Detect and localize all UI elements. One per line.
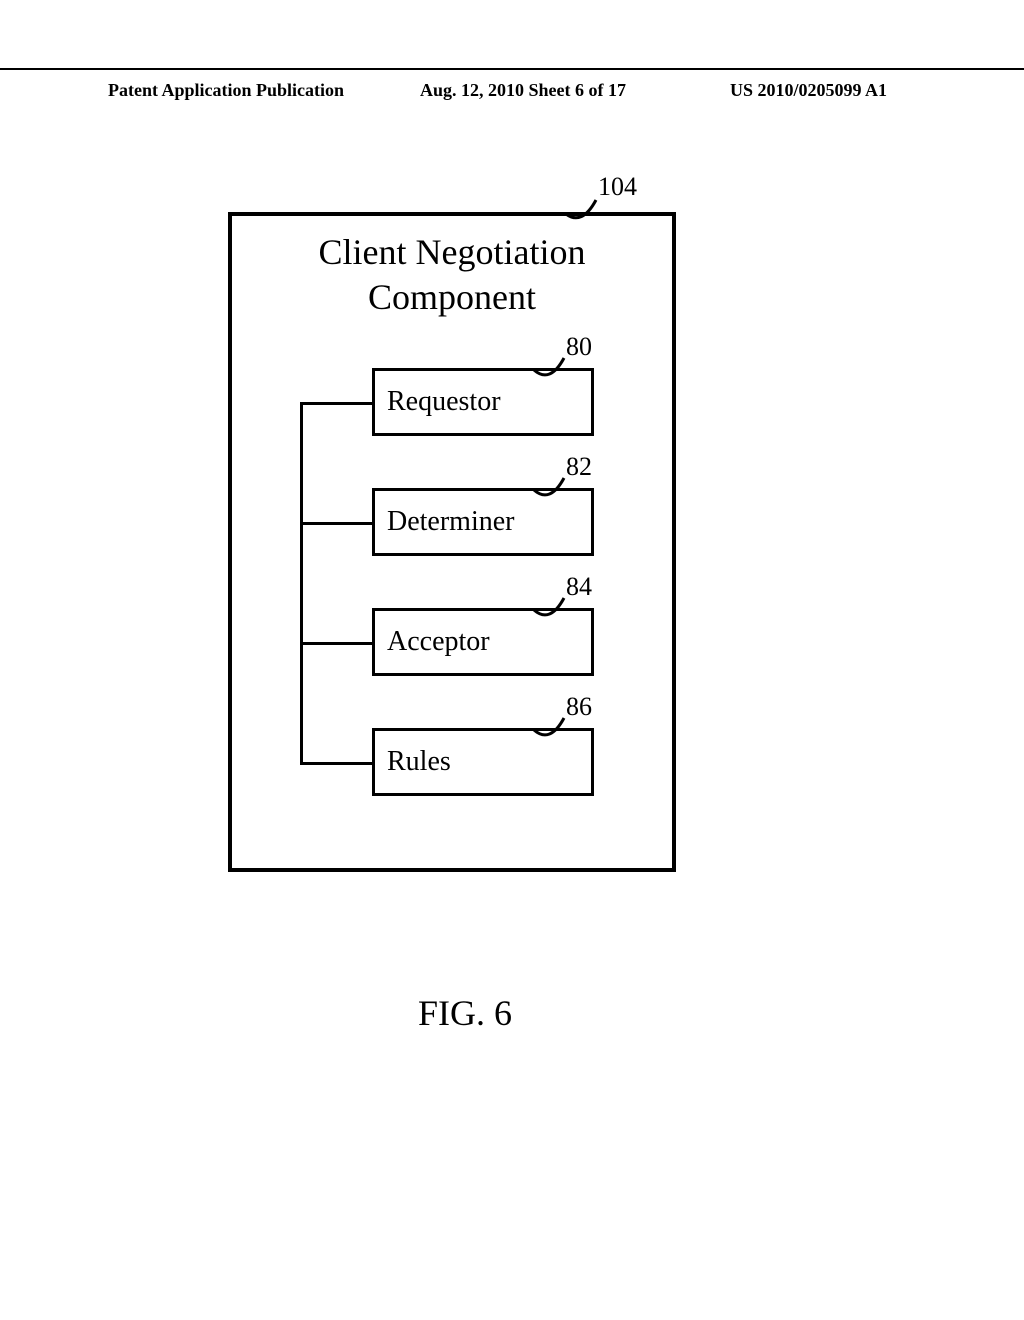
diagram-area: Client Negotiation Component 104 Request… — [0, 0, 1024, 1320]
figure-caption: FIG. 6 — [418, 992, 512, 1034]
leader-86 — [0, 0, 1024, 1320]
